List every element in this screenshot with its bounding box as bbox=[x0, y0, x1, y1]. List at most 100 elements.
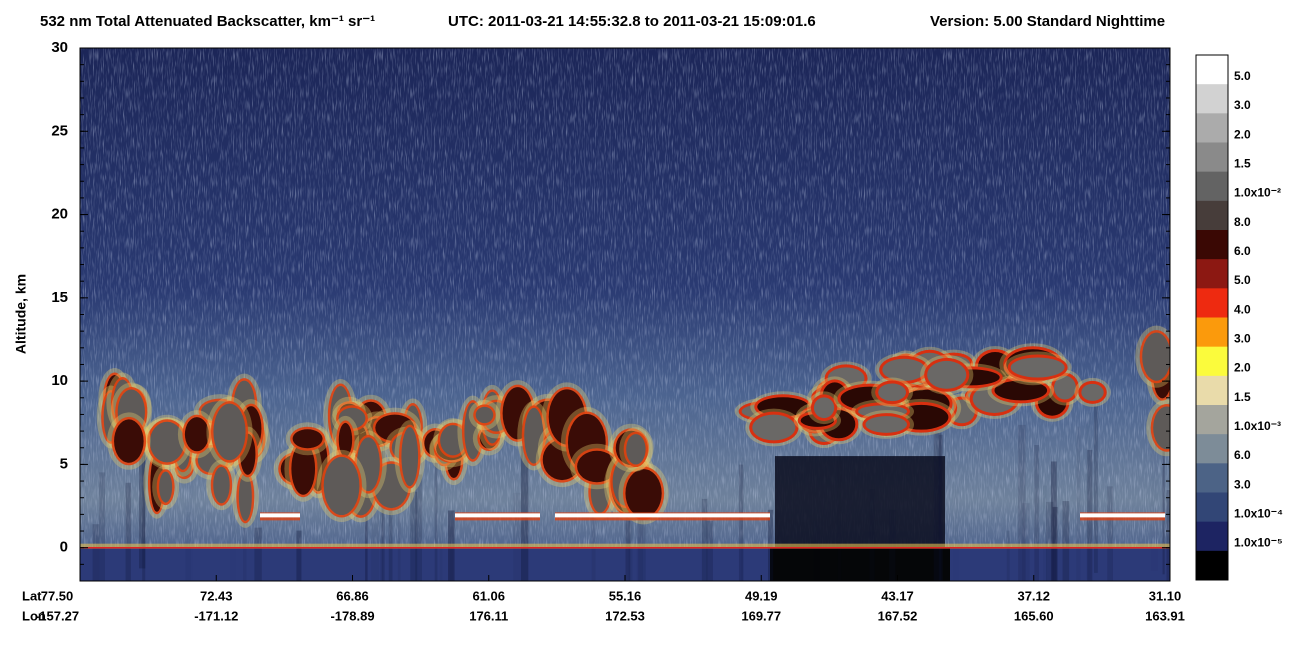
lat-label: 72.43 bbox=[200, 588, 233, 603]
chart-title: 532 nm Total Attenuated Backscatter, km⁻… bbox=[40, 13, 375, 30]
y-axis-label: Altitude, km bbox=[13, 274, 29, 354]
colorbar-frame bbox=[1195, 54, 1229, 581]
streak bbox=[139, 401, 146, 569]
colorbar: 5.0 3.0 2.0 1.5 1.0x10⁻² 8.0 6.0 5.0 4.0 3.0 2.0 1.… bbox=[1195, 54, 1283, 581]
lon-label: 176.11 bbox=[469, 608, 508, 623]
streak bbox=[254, 527, 262, 581]
streak bbox=[142, 455, 146, 581]
lat-label: 43.17 bbox=[881, 588, 914, 603]
streak bbox=[701, 498, 708, 581]
colorbar-label: 1.0x10⁻³ bbox=[1234, 419, 1281, 433]
low-cloud bbox=[555, 513, 770, 518]
streak bbox=[388, 482, 393, 581]
streak bbox=[92, 524, 100, 581]
colorbar-swatch bbox=[1196, 84, 1228, 114]
cloud-core bbox=[626, 434, 646, 465]
colorbar-swatch bbox=[1196, 259, 1228, 289]
colorbar-label: 3.0 bbox=[1234, 98, 1251, 112]
colorbar-swatch bbox=[1196, 317, 1228, 348]
cloud-core bbox=[813, 397, 835, 419]
axes: 0 5 10 15 20 25 30 Lat Lon 77.50 -157.27 72.43 -171.… bbox=[22, 39, 1185, 623]
lat-label: 77.50 bbox=[41, 588, 74, 603]
cloud-core bbox=[752, 414, 796, 441]
colorbar-swatch bbox=[1196, 434, 1228, 464]
streak bbox=[638, 504, 646, 581]
cloud-core bbox=[184, 417, 209, 452]
colorbar-swatch bbox=[1196, 375, 1228, 406]
y-tick-label: 10 bbox=[51, 372, 68, 389]
cloud-core bbox=[292, 429, 323, 449]
lon-label: 163.91 bbox=[1145, 608, 1185, 623]
colorbar-label: 1.0x10⁻⁴ bbox=[1234, 507, 1283, 521]
cloud-core bbox=[757, 397, 809, 417]
colorbar-label: 1.5 bbox=[1234, 157, 1251, 171]
lon-label: -178.89 bbox=[330, 608, 374, 623]
streak bbox=[520, 446, 529, 581]
colorbar-swatch bbox=[1196, 142, 1228, 173]
cloud-core bbox=[882, 358, 926, 381]
colorbar-label: 1.0x10⁻⁵ bbox=[1234, 536, 1283, 550]
lat-label: 61.06 bbox=[472, 588, 505, 603]
y-tick-label: 15 bbox=[51, 289, 68, 306]
colorbar-swatch bbox=[1196, 492, 1228, 523]
colorbar-label: 8.0 bbox=[1234, 215, 1251, 229]
streak bbox=[1046, 501, 1054, 581]
streak bbox=[1062, 501, 1070, 581]
lon-label: -157.27 bbox=[35, 608, 79, 623]
cloud-core bbox=[994, 380, 1048, 401]
colorbar-label: 3.0 bbox=[1234, 477, 1251, 491]
colorbar-swatch bbox=[1196, 171, 1228, 202]
colorbar-label: 1.0x10⁻² bbox=[1234, 186, 1281, 200]
cloud-core bbox=[625, 469, 662, 518]
streak bbox=[933, 432, 942, 581]
streak bbox=[869, 489, 875, 581]
streak bbox=[447, 510, 455, 581]
streak bbox=[439, 475, 443, 581]
y-tick-label: 30 bbox=[51, 39, 68, 56]
streak bbox=[1018, 424, 1026, 581]
lat-label: 49.19 bbox=[745, 588, 778, 603]
clouds bbox=[80, 325, 1170, 667]
colorbar-label: 2.0 bbox=[1234, 127, 1251, 141]
lon-label: -171.12 bbox=[194, 608, 238, 623]
streak bbox=[1050, 461, 1057, 581]
cloud-core bbox=[149, 421, 185, 463]
dark-column bbox=[775, 456, 945, 548]
streak bbox=[1006, 530, 1010, 581]
colorbar-swatch bbox=[1196, 230, 1228, 260]
streak bbox=[186, 512, 191, 667]
cloud-core bbox=[524, 407, 544, 464]
streak bbox=[741, 457, 744, 581]
streak bbox=[1162, 407, 1165, 575]
cloud-core bbox=[356, 437, 380, 492]
streak bbox=[1107, 486, 1113, 581]
colorbar-swatch bbox=[1196, 346, 1228, 377]
cloud-core bbox=[213, 403, 246, 461]
streak bbox=[397, 509, 401, 581]
lon-label: 169.77 bbox=[741, 608, 781, 623]
lat-label: 66.86 bbox=[336, 588, 369, 603]
cloud-core bbox=[323, 456, 360, 516]
cloud-core bbox=[475, 406, 494, 424]
low-cloud bbox=[455, 513, 540, 518]
streak bbox=[125, 482, 131, 581]
cloud-core bbox=[238, 472, 252, 521]
streak bbox=[738, 464, 744, 581]
x-row-label: Lon bbox=[22, 608, 46, 623]
colorbar-swatch bbox=[1196, 463, 1228, 493]
colorbar-swatch bbox=[1196, 55, 1228, 85]
cloud-core bbox=[440, 425, 466, 456]
y-tick-label: 20 bbox=[51, 206, 68, 223]
streak bbox=[415, 474, 422, 581]
streak bbox=[1076, 426, 1081, 581]
cloud-core bbox=[927, 360, 967, 389]
cloud-core bbox=[401, 427, 419, 487]
colorbar-swatch bbox=[1196, 550, 1228, 581]
streak bbox=[1087, 449, 1093, 581]
lon-label: 165.60 bbox=[1014, 608, 1054, 623]
curtain-image bbox=[80, 48, 1170, 667]
streak bbox=[99, 472, 105, 581]
streak bbox=[1034, 445, 1039, 581]
lon-label: 172.53 bbox=[605, 608, 645, 623]
